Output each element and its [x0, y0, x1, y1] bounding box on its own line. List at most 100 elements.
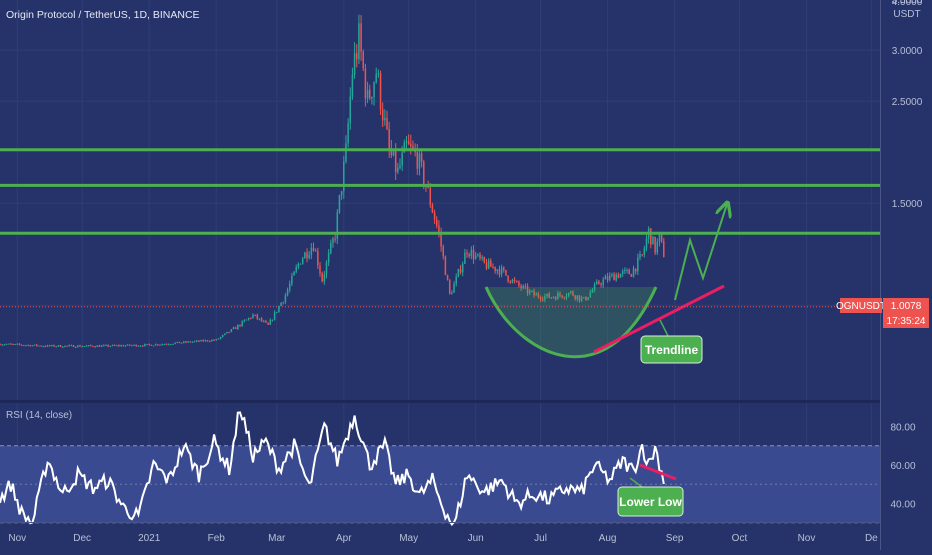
candle-body	[608, 275, 611, 281]
candle-body	[518, 281, 520, 286]
candle-body	[420, 153, 423, 162]
candle-body	[247, 317, 250, 320]
candle-body	[507, 275, 509, 282]
candle-body	[29, 345, 32, 347]
candle-body	[572, 291, 574, 296]
candle-body	[546, 293, 548, 297]
candle-body	[165, 344, 168, 346]
candle-body	[98, 345, 101, 347]
rsi-tick-label: 60.00	[890, 461, 915, 472]
candle-body	[254, 314, 256, 316]
candle-body	[613, 274, 615, 281]
candle-body	[0, 343, 1, 345]
candle-body	[479, 254, 481, 259]
rsi-axis: 80.00 60.00 40.00	[890, 423, 915, 511]
candle-body	[323, 274, 326, 282]
candle-body	[111, 344, 114, 347]
time-tick-label: Feb	[208, 533, 226, 544]
candle-body	[284, 295, 287, 302]
candle-body	[464, 252, 466, 264]
candle-body	[122, 345, 124, 347]
candle-body	[33, 344, 36, 346]
candle-body	[455, 276, 457, 284]
price-tick-label: 2.5000	[892, 97, 923, 108]
candle-body	[185, 341, 187, 343]
candle-body	[193, 341, 196, 343]
candle-body	[180, 342, 183, 344]
candle-body	[258, 318, 261, 320]
candle-body	[204, 340, 207, 342]
candle-body	[278, 306, 280, 312]
candle-body	[230, 329, 233, 333]
price-tick-label: 3.5000	[892, 0, 923, 6]
candle-body	[567, 292, 570, 297]
projection-arrow	[674, 204, 727, 301]
candle-body	[81, 346, 83, 348]
candle-body	[44, 346, 47, 348]
candle-body	[38, 345, 40, 347]
candle-body	[483, 257, 486, 263]
candle-body	[105, 344, 107, 346]
candle-body	[645, 238, 648, 249]
candle-body	[325, 262, 328, 275]
candle-body	[431, 204, 434, 213]
candle-body	[472, 249, 475, 260]
annotation-lower-low: Lower Low	[617, 477, 684, 517]
candle-body	[528, 290, 531, 294]
candle-body	[148, 344, 150, 346]
candle-body	[399, 165, 401, 168]
candle-body	[526, 286, 529, 294]
candle-body	[7, 343, 10, 345]
candle-body	[250, 317, 252, 319]
trendline	[593, 284, 725, 354]
candle-body	[159, 344, 161, 346]
candle-body	[461, 263, 464, 273]
candle-body	[135, 344, 137, 347]
candle-body	[170, 344, 172, 346]
candle-body	[144, 344, 146, 346]
symbol-label: OGNUSDT	[836, 301, 886, 312]
candle-body	[619, 273, 622, 278]
candle-body	[444, 256, 447, 276]
time-tick-label: Oct	[732, 533, 748, 544]
candle-body	[537, 293, 540, 298]
candle-body	[72, 345, 75, 347]
candle-body	[652, 236, 654, 245]
candle-body	[176, 341, 179, 343]
candle-body	[163, 344, 166, 346]
candle-body	[347, 123, 349, 144]
candle-body	[109, 346, 112, 348]
candle-body	[327, 252, 330, 263]
candle-body	[448, 279, 451, 294]
candle-body	[152, 345, 155, 347]
candle-body	[498, 269, 501, 275]
candle-body	[295, 267, 297, 272]
candle-body	[578, 295, 581, 301]
candle-body	[103, 345, 105, 347]
candle-body	[131, 345, 133, 347]
candle-body	[436, 219, 438, 226]
candle-body	[617, 274, 620, 278]
trendline-label: Trendline	[645, 343, 699, 357]
candle-body	[14, 343, 16, 345]
price-axis-panel	[881, 0, 932, 550]
candle-body	[208, 341, 211, 343]
cup-shape	[484, 286, 658, 359]
time-tick-label: De	[865, 533, 878, 544]
candle-body	[611, 274, 613, 276]
candle-body	[639, 254, 641, 258]
candle-body	[334, 238, 336, 240]
candle-body	[94, 346, 96, 348]
candle-body	[228, 331, 230, 333]
candle-body	[628, 269, 630, 275]
candle-body	[1, 344, 3, 346]
candle-body	[606, 276, 609, 281]
candle-body	[598, 281, 600, 284]
candle-body	[364, 68, 367, 99]
time-tick-label: Nov	[8, 533, 26, 544]
candle-body	[260, 318, 263, 322]
candle-body	[494, 266, 496, 272]
candle-body	[600, 283, 602, 285]
candle-body	[306, 252, 308, 258]
